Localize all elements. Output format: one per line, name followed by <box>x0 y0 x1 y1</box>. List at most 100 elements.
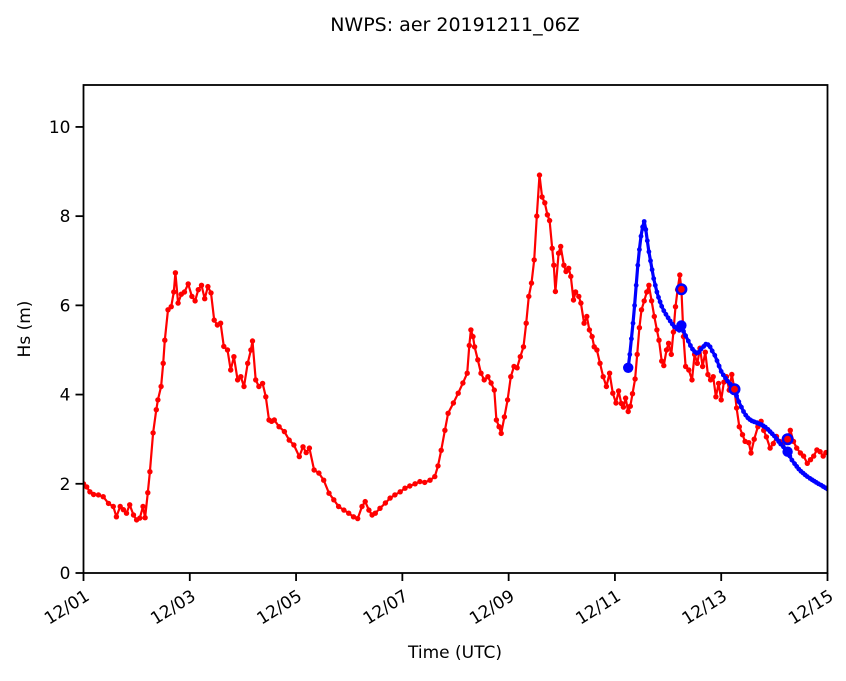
model-forecast-20191211_06Z-point <box>707 344 713 350</box>
model-forecast-20191211_06Z-point <box>709 348 715 354</box>
observations-point <box>175 300 181 306</box>
x-tick-label: 12/13 <box>679 586 731 629</box>
observations-point <box>90 491 97 498</box>
observations-point <box>800 453 807 459</box>
observations-point <box>127 502 133 508</box>
observations-point <box>555 250 562 256</box>
observations-point <box>286 437 292 443</box>
observations-point <box>508 374 514 380</box>
observations-point <box>224 347 231 353</box>
observations-point <box>672 304 679 310</box>
model-forecast-20191211_06Z-point <box>633 282 639 288</box>
observations-point <box>523 320 529 326</box>
observations-point <box>748 450 754 456</box>
observations-point <box>145 490 151 496</box>
observations-point <box>168 304 174 310</box>
observations-point <box>202 296 208 302</box>
observations-point <box>485 374 491 380</box>
observations-point <box>241 383 247 390</box>
model-verification-dot <box>782 446 793 457</box>
observations-point <box>412 481 418 487</box>
observations-point <box>613 400 619 406</box>
observations-point <box>192 298 198 304</box>
observations-point <box>729 371 735 378</box>
observations-point <box>586 327 593 333</box>
observations-point <box>534 213 540 219</box>
observations-point <box>594 347 600 353</box>
model-forecast-20191211_06Z-point <box>714 358 720 364</box>
observations-point <box>496 424 502 430</box>
model-forecast-20191211_06Z-point <box>644 238 650 244</box>
observations-point <box>150 430 156 436</box>
observations-point <box>438 447 444 453</box>
obs-verification-circle <box>675 283 688 296</box>
observations-point <box>417 478 423 485</box>
observations-point <box>528 280 535 286</box>
observations-point <box>105 500 112 507</box>
observations-point <box>432 473 438 480</box>
model-forecast-20191211_06Z-point <box>656 294 661 300</box>
observations-point <box>355 515 361 522</box>
observations-point <box>488 380 494 386</box>
observations-point <box>498 430 504 437</box>
observations-point <box>311 467 317 473</box>
observations-point <box>718 397 724 403</box>
observations-point <box>629 391 636 397</box>
observations-point <box>677 272 683 278</box>
model-forecast-20191211_06Z-point <box>736 399 742 405</box>
observations-point <box>606 370 613 376</box>
observations-point <box>739 432 746 438</box>
observations-point <box>561 262 567 268</box>
y-tick-label: 4 <box>60 386 71 406</box>
observations-point <box>259 380 266 387</box>
verification-marker-layer <box>623 283 794 457</box>
observations-point <box>661 362 667 369</box>
observations-point <box>641 298 647 304</box>
x-tick-label: 12/05 <box>254 586 306 629</box>
observations-point <box>622 395 629 401</box>
observations-point <box>787 427 793 433</box>
observations-point <box>306 445 313 451</box>
observations-point <box>291 442 297 448</box>
data-series-layer <box>83 172 828 523</box>
observations-point <box>668 351 674 358</box>
model-forecast-20191211_06Z-point <box>637 247 642 253</box>
observations-point <box>153 407 159 413</box>
observations-point <box>471 344 478 350</box>
x-tick-label: 12/11 <box>572 586 624 629</box>
observations-point <box>627 403 633 409</box>
observations-point <box>632 376 638 382</box>
model-forecast-20191211_06Z-point <box>643 227 649 232</box>
x-tick-label: 12/09 <box>466 586 518 629</box>
observations-point <box>377 505 383 511</box>
observations-point <box>659 358 665 364</box>
observations-point <box>804 460 810 466</box>
observations-point <box>648 298 655 304</box>
model-forecast-20191211_06Z-point <box>630 320 636 326</box>
observations-point <box>303 449 309 456</box>
observations-point <box>123 510 130 516</box>
y-tick-label: 2 <box>60 475 71 495</box>
model-forecast-20191211_06Z-point <box>716 363 722 369</box>
observations-point <box>531 257 537 263</box>
observations-point <box>481 377 487 383</box>
observations-point <box>710 374 716 380</box>
observations-point <box>517 354 523 360</box>
model-verification-dot <box>623 362 634 373</box>
observations-point <box>539 194 545 200</box>
model-forecast-20191211_06Z-point <box>659 303 665 309</box>
observations-point <box>208 290 214 296</box>
observations-point <box>733 405 740 411</box>
observations-point <box>189 293 195 300</box>
observations-point <box>686 367 692 373</box>
observations-point <box>581 320 587 326</box>
observations-point <box>464 370 470 376</box>
observations-point <box>346 510 352 516</box>
observations-point <box>504 397 511 403</box>
x-tick-label: 12/01 <box>41 586 93 629</box>
observations-point <box>702 349 708 355</box>
observations-point <box>466 342 472 349</box>
observations-point <box>746 440 752 446</box>
model-forecast-20191211_06Z-point <box>629 336 634 342</box>
observations-point <box>228 367 234 373</box>
